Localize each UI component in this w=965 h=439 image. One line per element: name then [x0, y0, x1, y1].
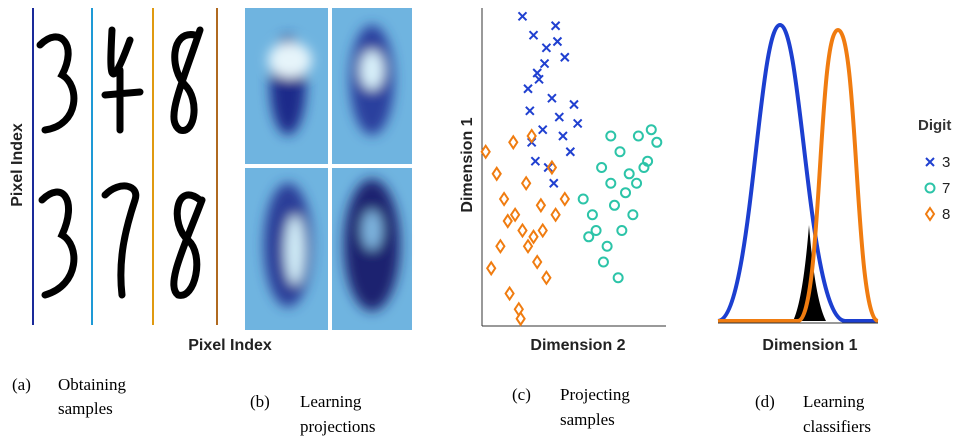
point [584, 232, 593, 241]
point [647, 125, 656, 134]
panel-label: (d) [755, 392, 775, 411]
point [526, 107, 534, 115]
point [548, 94, 556, 102]
point [574, 119, 582, 127]
point [603, 242, 612, 251]
legend-label: 3 [942, 154, 950, 171]
caption: Learning [803, 392, 865, 411]
scatter-plot [482, 12, 662, 324]
point [614, 273, 623, 282]
panel-label: (a) [12, 375, 31, 394]
point [500, 193, 508, 205]
point [606, 132, 615, 141]
y-axis-label: Pixel Index [9, 123, 26, 207]
caption: Projecting [560, 385, 630, 404]
x-axis-label: Dimension 2 [530, 337, 625, 354]
point [625, 169, 634, 178]
panel-a [32, 8, 218, 325]
point [539, 126, 547, 134]
point [482, 146, 490, 158]
point [552, 209, 560, 221]
projection [360, 50, 384, 90]
point [541, 60, 549, 68]
panel-label: (c) [512, 385, 531, 404]
legend-label: 8 [942, 206, 950, 223]
point [570, 101, 578, 109]
caption: projections [300, 417, 376, 436]
point [518, 225, 526, 237]
point [588, 210, 597, 219]
point [617, 226, 626, 235]
point [559, 132, 567, 140]
point [561, 193, 569, 205]
point [530, 231, 538, 243]
point [506, 288, 514, 300]
point [555, 113, 563, 121]
point [552, 22, 560, 30]
point [496, 240, 504, 252]
point [553, 38, 561, 46]
point [522, 177, 530, 189]
x-axis-label: Pixel Index [188, 337, 272, 354]
caption: samples [58, 399, 113, 418]
point [616, 147, 625, 156]
point [530, 31, 538, 39]
point [561, 53, 569, 61]
point [621, 188, 630, 197]
class-curve [718, 25, 878, 321]
point [599, 258, 608, 267]
panel-d [718, 25, 878, 323]
point [511, 209, 519, 221]
x-axis-label: Dimension 1 [762, 337, 857, 354]
point [493, 168, 501, 180]
class-curve [718, 30, 878, 321]
point [535, 75, 543, 83]
point [533, 256, 541, 268]
point [509, 136, 517, 148]
legend: 3 7 8 [926, 154, 951, 223]
point [537, 199, 545, 211]
point [542, 44, 550, 52]
captions: (a) Obtaining samples (b) Learning proje… [12, 375, 871, 436]
point [524, 240, 532, 252]
point [652, 138, 661, 147]
point [610, 201, 619, 210]
point [926, 158, 934, 166]
legend-title: Digit [918, 117, 951, 134]
figure: Pixel Index Pixel Index Dimension 2 Dime… [0, 0, 965, 439]
point [504, 215, 512, 227]
point [566, 148, 574, 156]
point [518, 12, 526, 20]
point [533, 69, 541, 77]
point [548, 162, 556, 174]
point [597, 163, 606, 172]
point [606, 179, 615, 188]
point [531, 157, 539, 165]
point [926, 208, 934, 220]
projection [362, 210, 382, 250]
point [628, 210, 637, 219]
projection [268, 42, 312, 78]
point [634, 132, 643, 141]
point [632, 179, 641, 188]
point [550, 179, 558, 187]
point [579, 195, 588, 204]
point [539, 225, 547, 237]
point [487, 262, 495, 274]
panel-b [245, 8, 412, 330]
legend-label: 7 [942, 180, 950, 197]
point [926, 184, 935, 193]
point [524, 85, 532, 93]
point [542, 272, 550, 284]
caption: samples [560, 410, 615, 429]
panel-label: (b) [250, 392, 270, 411]
projection [285, 215, 305, 285]
caption: Learning [300, 392, 362, 411]
y-axis-label: Dimension 1 [459, 117, 476, 212]
caption: Obtaining [58, 375, 126, 394]
caption: classifiers [803, 417, 871, 436]
